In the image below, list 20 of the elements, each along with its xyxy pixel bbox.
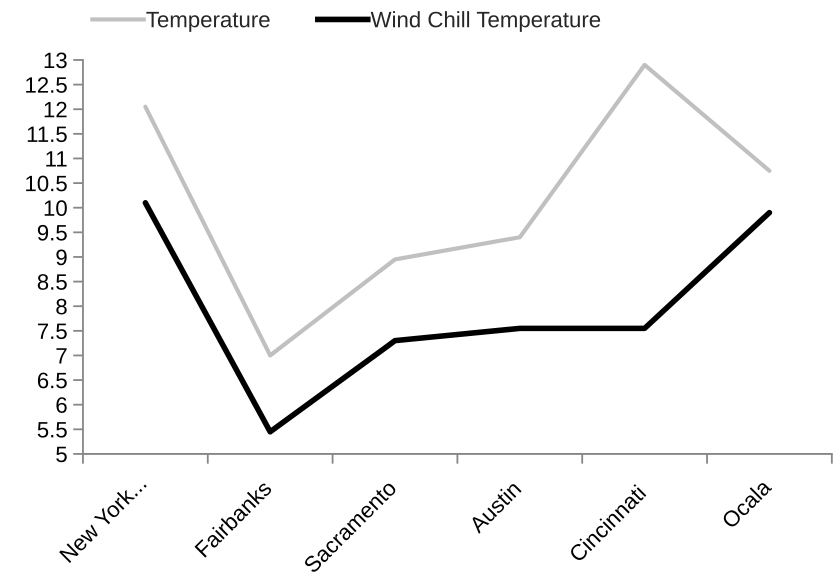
y-tick-label: 7.5: [38, 324, 67, 340]
y-tick-label: 12.5: [26, 77, 67, 93]
legend-label: Temperature: [146, 12, 270, 32]
y-tick-label: 10: [44, 200, 67, 216]
y-tick-label: 7: [56, 348, 67, 364]
y-tick-label: 10.5: [26, 176, 67, 192]
y-tick-label: 8: [56, 298, 67, 314]
y-tick-label: 13: [44, 52, 67, 68]
legend-label: Wind Chill Temperature: [370, 11, 600, 32]
y-tick-label: 12: [44, 102, 67, 118]
line-series: [143, 62, 772, 358]
y-tick-label: 11.5: [28, 126, 67, 142]
y-tick-label: 5: [56, 446, 67, 462]
y-tick-label: 9.5: [38, 224, 67, 241]
y-tick-label: 8.5: [38, 274, 67, 290]
y-tick-label: 5.5: [38, 422, 67, 438]
y-tick-label: 11: [46, 151, 67, 167]
y-tick-label: 9: [56, 249, 67, 266]
y-tick-label: 6: [56, 397, 67, 413]
y-tick-label: 6.5: [38, 372, 67, 388]
